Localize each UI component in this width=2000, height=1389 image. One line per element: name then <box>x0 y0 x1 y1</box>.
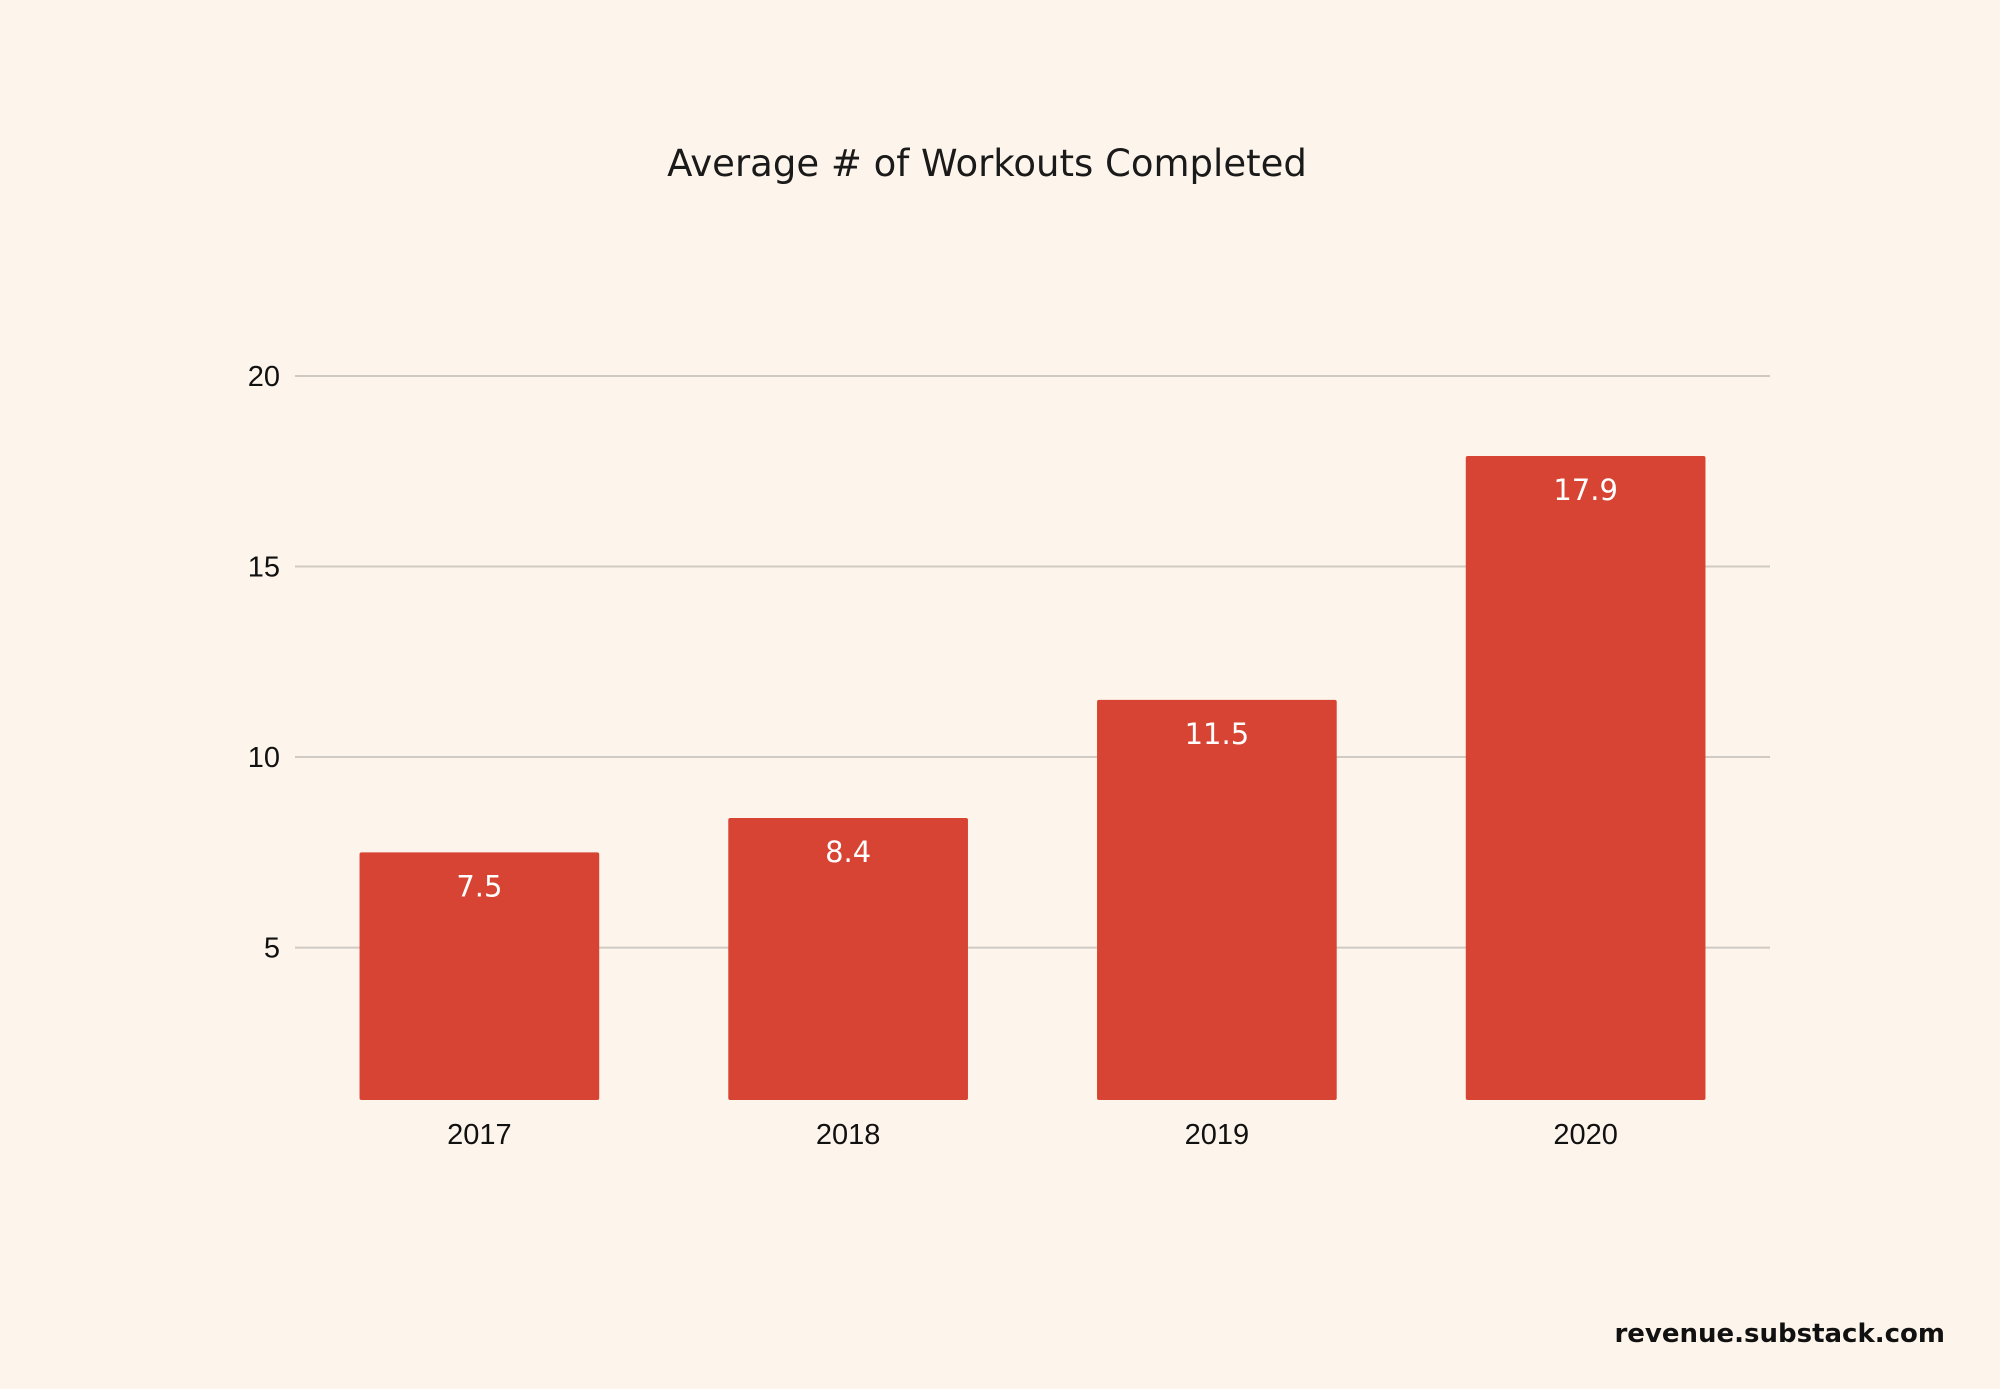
x-tick-label-2017: 2017 <box>447 1119 512 1151</box>
bar-2019 <box>1097 699 1337 1100</box>
bar-2020 <box>1465 456 1706 1100</box>
data-label-2020: 17.9 <box>1553 473 1618 507</box>
x-tick-label-2018: 2018 <box>816 1119 881 1151</box>
bar-2018 <box>728 818 968 1100</box>
data-label-2019: 11.5 <box>1185 717 1250 751</box>
x-axis-ticks: 2017 2018 2019 2020 <box>447 1119 1618 1151</box>
y-axis-ticks: 5 10 15 20 <box>248 361 280 965</box>
data-label-2018: 8.4 <box>825 835 871 869</box>
chart-title: Average # of Workouts Completed <box>667 142 1307 185</box>
bars <box>359 456 1706 1100</box>
source-watermark: revenue.substack.com <box>1614 1319 1945 1349</box>
y-tick-label: 10 <box>248 742 280 774</box>
y-tick-label: 5 <box>264 933 280 965</box>
data-label-2017: 7.5 <box>456 869 502 903</box>
bar-2017 <box>359 852 600 1100</box>
x-tick-label-2019: 2019 <box>1185 1119 1250 1151</box>
y-tick-label: 15 <box>248 552 280 584</box>
data-labels: 7.5 8.4 11.5 17.9 <box>456 473 1618 903</box>
x-tick-label-2020: 2020 <box>1553 1119 1618 1151</box>
y-tick-label: 20 <box>248 361 280 393</box>
